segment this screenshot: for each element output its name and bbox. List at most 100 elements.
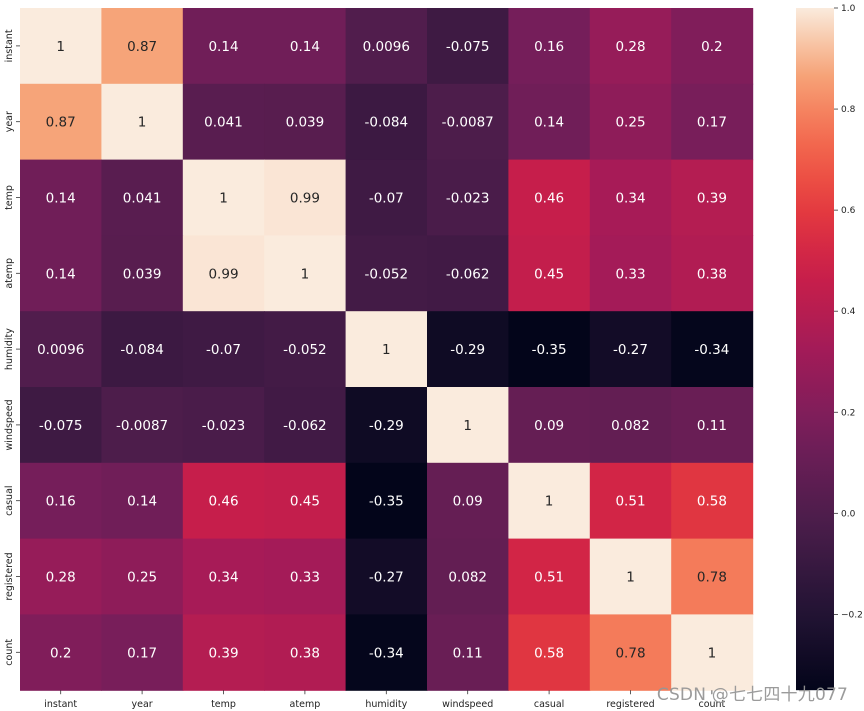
cell-value-label: 0.14: [290, 39, 320, 55]
cell-value-label: 0.58: [697, 494, 727, 510]
heatmap-cell: [182, 8, 265, 85]
cell-value-label: -0.0087: [116, 418, 168, 434]
heatmap-cell: [508, 387, 591, 464]
x-tick-label: year: [131, 699, 152, 710]
x-tick-label: atemp: [290, 699, 321, 710]
y-tick-label: instant: [4, 29, 15, 62]
heatmap-cell: [101, 235, 184, 312]
cell-value-label: -0.34: [369, 645, 404, 661]
y-tick-label: windspeed: [4, 399, 15, 450]
heatmap-cell: [589, 387, 672, 464]
cell-value-label: -0.07: [369, 191, 404, 207]
cell-value-label: 1: [301, 266, 310, 282]
heatmap-cell: [264, 387, 347, 464]
cell-value-label: 1: [545, 494, 554, 510]
heatmap-cell: [20, 83, 102, 161]
cell-value-label: 0.09: [534, 418, 564, 434]
heatmap-cell: [264, 311, 347, 388]
cell-value-label: 0.99: [290, 191, 320, 207]
cell-value-label: 0.87: [46, 115, 76, 131]
heatmap-cell: [427, 538, 509, 615]
heatmap-cell: [671, 8, 754, 85]
cell-value-label: -0.023: [446, 191, 490, 207]
cell-value-label: 0.082: [448, 570, 487, 586]
cell-value-label: -0.052: [365, 266, 409, 282]
heatmap-cell: [427, 159, 509, 236]
heatmap-cell: [182, 235, 265, 312]
cell-value-label: 0.99: [208, 266, 238, 282]
heatmap-cell: [345, 614, 428, 691]
heatmap-cell: [101, 462, 184, 540]
heatmap-cell: [182, 462, 265, 540]
heatmap-cell: [427, 387, 509, 464]
heatmap-cell: [20, 159, 102, 236]
colorbar-tick-label: 0.4: [841, 307, 856, 317]
heatmap-cell-labels: 1 0.87 0.14 0.14 0.0096 -0.075 0.16 0.28 0.2 0.87…: [37, 39, 729, 661]
heatmap-cell: [508, 235, 591, 312]
colorbar-tick-label: 0.8: [841, 105, 856, 115]
cell-value-label: -0.062: [283, 418, 327, 434]
cell-value-label: -0.084: [365, 115, 409, 131]
heatmap-cell: [20, 462, 102, 540]
colorbar-tick-label: 1.0: [841, 4, 856, 14]
cell-value-label: -0.27: [613, 342, 648, 358]
heatmap-cell: [182, 387, 265, 464]
cell-value-label: 0.2: [50, 645, 71, 661]
cell-value-label: 1: [382, 342, 391, 358]
heatmap-cell: [101, 8, 184, 85]
cell-value-label: 0.0096: [363, 39, 410, 55]
heatmap-cell: [20, 614, 102, 691]
heatmap-cell: [508, 159, 591, 236]
cell-value-label: 0.38: [697, 266, 727, 282]
heatmap-cells: [20, 8, 754, 691]
cell-value-label: -0.35: [369, 494, 404, 510]
heatmap-cell: [508, 311, 591, 388]
heatmap-cell: [345, 462, 428, 540]
cell-value-label: 0.16: [46, 494, 76, 510]
cell-value-label: 0.14: [534, 115, 564, 131]
y-tick-label: humidity: [4, 328, 15, 370]
cell-value-label: 1: [626, 570, 635, 586]
cell-value-label: 0.11: [697, 418, 727, 434]
y-tick-label: casual: [4, 485, 15, 515]
cell-value-label: -0.075: [446, 39, 490, 55]
heatmap-cell: [508, 8, 591, 85]
y-tick-label: atemp: [4, 258, 15, 289]
heatmap-cell: [427, 311, 509, 388]
cell-value-label: 0.17: [127, 645, 157, 661]
y-tick-label: temp: [4, 185, 15, 210]
cell-value-label: 0.09: [453, 494, 483, 510]
heatmap-cell: [101, 614, 184, 691]
y-axis: instant year temp atemp humidity windspeed cas…: [4, 29, 20, 666]
x-tick-label: count: [698, 699, 725, 710]
heatmap-cell: [589, 311, 672, 388]
heatmap-cell: [671, 614, 754, 691]
cell-value-label: -0.023: [202, 418, 246, 434]
cell-value-label: 0.45: [534, 266, 564, 282]
cell-value-label: 0.46: [534, 191, 564, 207]
heatmap-cell: [264, 159, 347, 236]
cell-value-label: 0.041: [123, 191, 162, 207]
heatmap-cell: [345, 235, 428, 312]
cell-value-label: 0.34: [208, 570, 238, 586]
heatmap-cell: [20, 538, 102, 615]
x-tick-label: humidity: [365, 699, 407, 710]
cell-value-label: 0.51: [615, 494, 645, 510]
heatmap-cell: [264, 614, 347, 691]
cell-value-label: 0.25: [127, 570, 157, 586]
colorbar: 1.0 0.8 0.6 0.4 0.2 0.0 −0.2: [796, 4, 863, 691]
colorbar-tick-label: 0.0: [841, 509, 856, 519]
heatmap-cell: [101, 311, 184, 388]
cell-value-label: 0.25: [615, 115, 645, 131]
heatmap-cell: [345, 311, 428, 388]
cell-value-label: 0.2: [701, 39, 722, 55]
x-tick-label: casual: [534, 699, 564, 710]
heatmap-cell: [508, 538, 591, 615]
cell-value-label: 1: [463, 418, 472, 434]
heatmap-cell: [264, 538, 347, 615]
heatmap-cell: [589, 235, 672, 312]
cell-value-label: 0.082: [611, 418, 650, 434]
cell-value-label: -0.35: [532, 342, 567, 358]
heatmap-cell: [182, 614, 265, 691]
heatmap-cell: [671, 83, 754, 161]
